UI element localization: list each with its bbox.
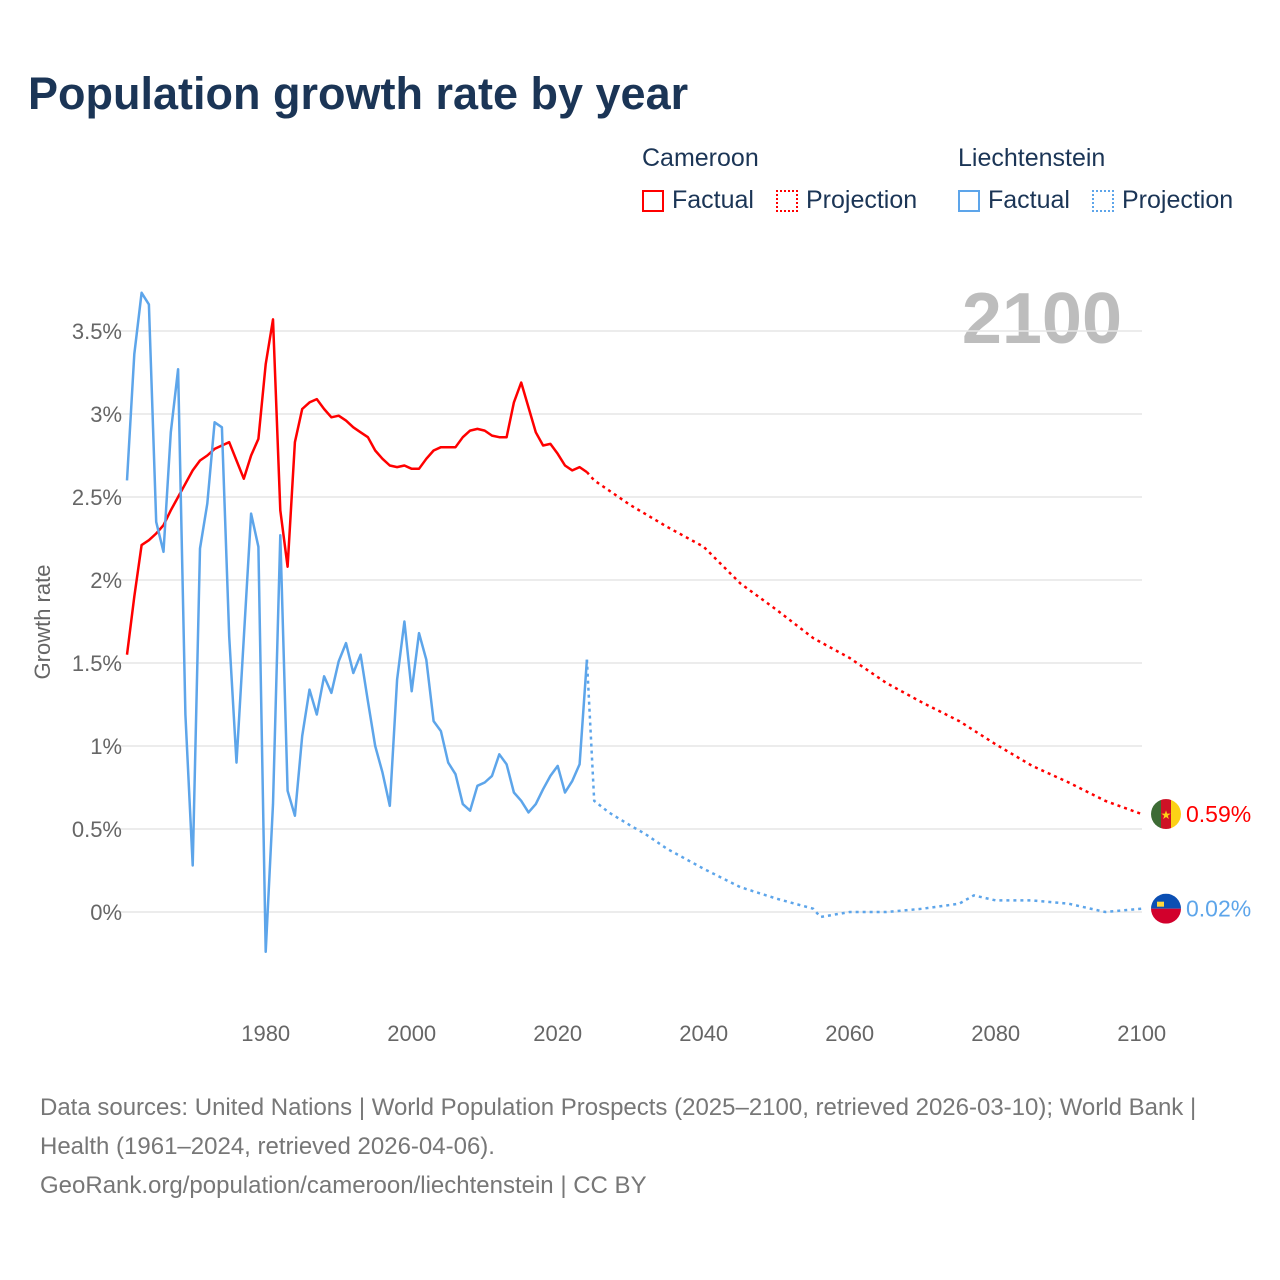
cameroon-end-value-label: 0.59% bbox=[1186, 801, 1251, 827]
y-tick-label: 0% bbox=[90, 900, 122, 925]
legend-swatch-solid bbox=[958, 189, 980, 212]
x-tick-label: 2060 bbox=[825, 1021, 874, 1046]
legend-label: Projection bbox=[806, 186, 918, 214]
source-link[interactable]: GeoRank.org/population/cameroon/liechten… bbox=[40, 1172, 647, 1199]
liechtenstein-factual-line bbox=[125, 291, 589, 954]
data-sources: Data sources: United Nations | World Pop… bbox=[40, 1094, 1197, 1160]
legend-liechtenstein-projection[interactable]: Projection bbox=[1092, 186, 1233, 215]
footer: Data sources: United Nations | World Pop… bbox=[40, 1088, 1240, 1205]
y-tick-label: 3.5% bbox=[72, 319, 122, 344]
cameroon-projection-line bbox=[585, 471, 1143, 816]
legend-cameroon-factual[interactable]: Factual bbox=[642, 186, 754, 215]
liechtenstein-flag-icon bbox=[1151, 893, 1181, 924]
liechtenstein-end-value-label: 0.02% bbox=[1186, 896, 1251, 922]
x-tick-label: 1980 bbox=[241, 1021, 290, 1046]
chart-plot: 0% 0.5% 1% 1.5% 2% 2.5% 3% 3.5% 1980 2000 2020 2040… bbox=[30, 291, 1251, 1046]
legend-swatch-dotted bbox=[776, 189, 798, 212]
y-tick-label: 2.5% bbox=[72, 485, 122, 510]
legend-swatch-solid bbox=[642, 189, 664, 212]
chart-title: Population growth rate by year bbox=[28, 68, 689, 119]
x-tick-label: 2000 bbox=[387, 1021, 436, 1046]
y-tick-label: 2% bbox=[90, 568, 122, 593]
legend-swatch-dotted bbox=[1092, 189, 1114, 212]
legend-cameroon-projection[interactable]: Projection bbox=[776, 186, 917, 215]
legend-liechtenstein-factual[interactable]: Factual bbox=[958, 186, 1070, 215]
cameroon-factual-line bbox=[125, 318, 588, 655]
legend-label: Factual bbox=[988, 186, 1070, 214]
y-tick-label: 1% bbox=[90, 734, 122, 759]
cameroon-flag-icon: ★ bbox=[1151, 799, 1181, 830]
legend-group-liechtenstein: Liechtenstein bbox=[958, 144, 1106, 172]
svg-text:★: ★ bbox=[1161, 808, 1172, 822]
x-tick-label: 2040 bbox=[679, 1021, 728, 1046]
current-year-indicator: 2100 bbox=[961, 279, 1122, 359]
y-tick-label: 0.5% bbox=[72, 817, 122, 842]
y-tick-label: 3% bbox=[90, 402, 122, 427]
x-tick-label: 2100 bbox=[1117, 1021, 1166, 1046]
legend-group-cameroon: Cameroon bbox=[642, 144, 759, 172]
legend-label: Projection bbox=[1122, 186, 1234, 214]
x-tick-label: 2020 bbox=[533, 1021, 582, 1046]
liechtenstein-projection-line bbox=[585, 659, 1142, 919]
y-tick-label: 1.5% bbox=[72, 651, 122, 676]
y-axis-label: Growth rate bbox=[30, 565, 55, 680]
x-tick-label: 2080 bbox=[971, 1021, 1020, 1046]
legend-label: Factual bbox=[672, 186, 754, 214]
